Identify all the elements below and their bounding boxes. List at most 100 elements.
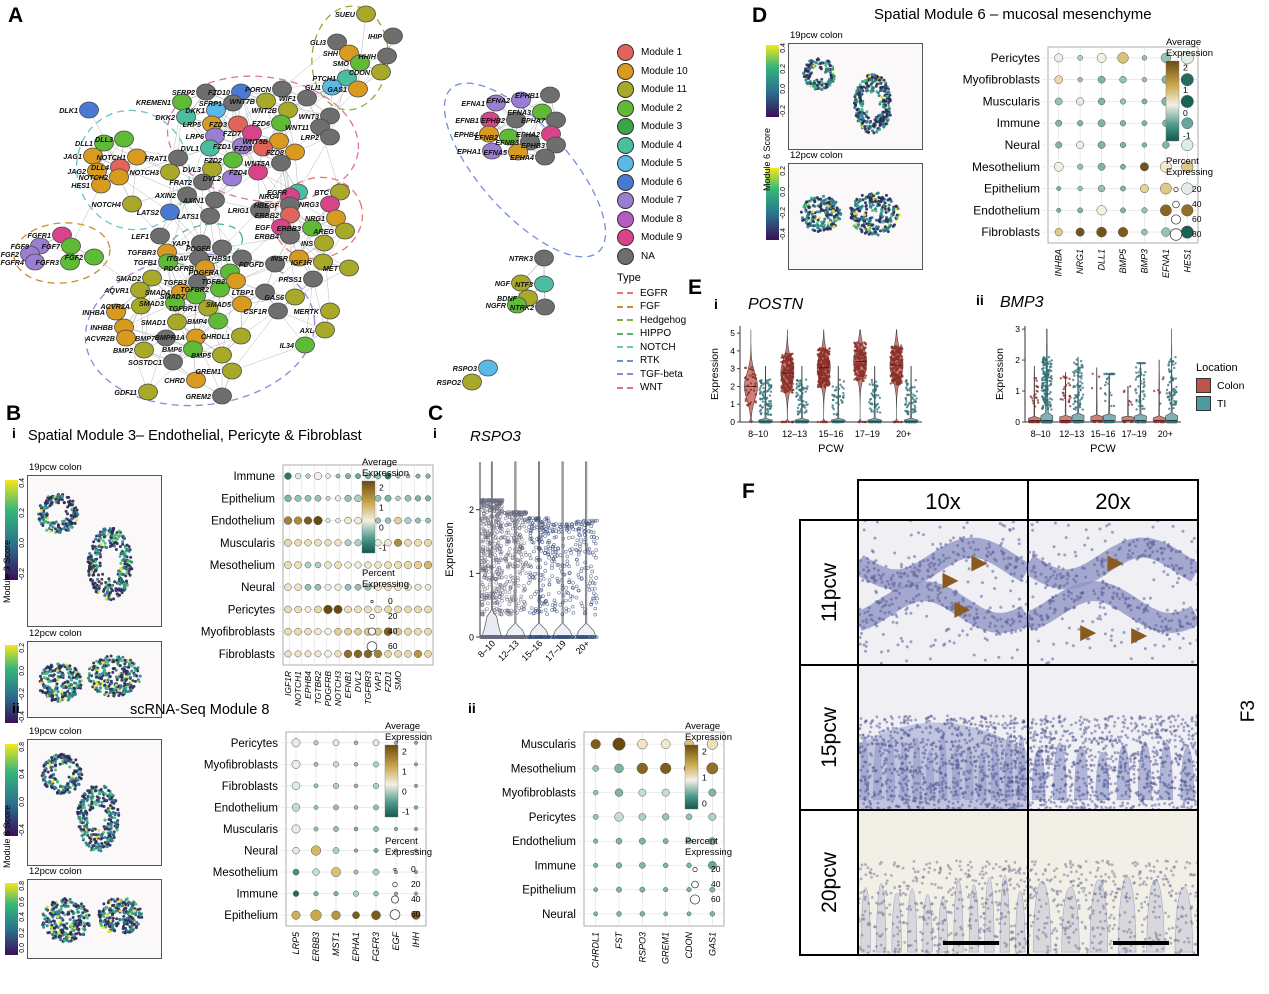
panel-b-ii-spatial-top-label: 19pcw colon [29,726,82,737]
svg-text:GREM1: GREM1 [195,367,221,376]
svg-text:IGF1R: IGF1R [291,258,313,267]
module-legend-item: Module 9 [617,229,737,246]
colorbar-tick: 0.2 [780,166,787,176]
panel-e-i-gene: POSTN [748,296,804,313]
svg-text:EFNB1: EFNB1 [455,116,479,125]
svg-text:2: 2 [702,747,707,757]
percent-legend-item: 60 [685,892,785,907]
panel-d-scales: Average Expression 2 1 0 -1 Percent Express… [1165,37,1266,242]
svg-text:SMO: SMO [333,59,350,68]
module-color-swatch [617,210,634,228]
module-legend-item: NA [617,247,737,265]
svg-text:Mesothelium: Mesothelium [511,763,576,775]
svg-text:CHRDL1: CHRDL1 [201,332,230,341]
module-legend-item: Module 5 [617,155,737,172]
svg-text:LRP5: LRP5 [291,931,301,955]
svg-text:TGFB3: TGFB3 [163,278,187,287]
svg-text:DVL3: DVL3 [183,165,201,174]
location-color-swatch [1196,378,1211,393]
svg-text:GAS1: GAS1 [707,932,717,956]
svg-text:NTRK3: NTRK3 [509,254,533,263]
svg-text:Endothelium: Endothelium [214,802,278,814]
type-dash-swatch [617,373,633,375]
percent-legend-circle [690,894,700,904]
svg-text:CSF1R: CSF1R [243,307,267,316]
svg-text:ERBB3: ERBB3 [311,932,321,962]
svg-text:SMO: SMO [393,671,403,691]
percent-legend-circle [370,599,374,603]
panel-b-ii-colorbar-bottom-ticks: 0.8 0.6 0.4 0.2 0.0 [19,881,41,957]
colorbar-tick: 0.0 [19,796,26,807]
colorbar-tick: 0.2 [19,508,26,518]
svg-text:2: 2 [402,747,407,757]
colorbar-tick: 0.2 [19,643,26,653]
module-legend-item: Module 1 [617,44,737,61]
type-legend-item: Hedgehog [617,315,737,326]
svg-text:SFRP1: SFRP1 [199,99,222,108]
svg-text:BDNF: BDNF [497,294,518,303]
panel-b-ii-pct-title: Percent Expressing [385,836,432,858]
panel-e-legend-title: Location [1196,362,1238,374]
svg-text:FZD1: FZD1 [213,142,231,151]
svg-text:MET: MET [323,264,339,273]
panel-b-i-scales: Average Expression 2 1 0 -1 Percent Express… [361,457,462,654]
svg-text:1: 1 [402,767,407,777]
module-legend-label: Module 7 [641,195,683,206]
svg-text:IL34: IL34 [280,341,294,350]
type-legend-item: RTK [617,355,737,366]
type-legend-item: WNT [617,382,737,393]
percent-legend-label: 40 [1192,199,1202,209]
panel-a-legend: Module 1 Module 10 Module 11 Module 2 Module… [617,44,737,396]
svg-text:PDGFD: PDGFD [239,260,264,269]
svg-text:Pericytes: Pericytes [228,604,276,616]
panel-b-i-sub: i [12,425,16,441]
svg-text:NOTCH3: NOTCH3 [129,168,159,177]
panel-d-spatial-top [788,43,923,150]
panel-b-ii-colorbar-top-ticks: 0.8 0.4 0.0 -0.4 [19,742,41,838]
svg-text:Immune: Immune [236,889,278,901]
module-legend-label: Module 9 [641,232,683,243]
svg-text:SMAD7: SMAD7 [160,292,186,301]
type-dash-swatch [617,292,633,294]
panel-a-network: SUEU IHIP GLI3 SHH HHIH SMO CDON PTCH1 GLI1 GAS1 S… [0,0,610,410]
percent-legend-label: 40 [411,894,421,904]
svg-text:DKK1: DKK1 [185,106,205,115]
module-legend-item: Module 7 [617,192,737,209]
percent-legend-circle [1169,227,1183,241]
svg-text:FZD10: FZD10 [208,88,230,97]
panel-c-i-violin: 0 1 2 Expression 8–10 12–13 15–16 17–19 20+ [440,450,608,670]
svg-text:Immune: Immune [233,471,275,483]
module-color-swatch [617,118,634,135]
svg-text:PDGFRB: PDGFRB [164,264,194,273]
svg-text:BMP7: BMP7 [135,334,156,343]
svg-text:AXIN1: AXIN1 [182,196,204,205]
percent-legend-label: 60 [388,641,398,651]
panel-b-i-colorbar-top [5,480,39,580]
colorbar-tick: -0.2 [780,207,787,220]
percent-legend-circle [389,908,401,920]
svg-text:NOTCH2: NOTCH2 [78,173,108,182]
module-legend-item: Module 3 [617,118,737,135]
panel-b-ii-spatial-bottom [27,879,162,959]
type-legend-label: HIPPO [640,328,672,339]
svg-text:PRSS1: PRSS1 [278,275,302,284]
svg-text:RSPO3: RSPO3 [453,364,477,373]
svg-text:JAG2: JAG2 [67,167,86,176]
module-legend-item: Module 4 [617,136,737,154]
svg-text:0: 0 [702,799,707,809]
svg-text:INS: INS [301,239,313,248]
panel-b-ii-scales: Average Expression 2 1 0 -1 Percent Express… [384,721,485,922]
panel-e-letter: E [688,276,703,299]
colorbar-tick: 0.0 [780,84,787,95]
percent-legend-label: 20 [388,611,398,621]
svg-text:EFNB1: EFNB1 [343,671,353,699]
svg-text:DLL4: DLL4 [91,163,109,172]
svg-text:EGF: EGF [255,223,270,232]
type-legend-item: FGF [617,301,737,312]
type-dash-swatch [617,346,633,348]
colorbar-tick: 0.6 [19,896,26,907]
module-legend-label: Module 8 [641,213,683,225]
percent-legend-item: 60 [1166,212,1266,227]
type-legend-label: EGFR [640,287,668,299]
panel-e-i-violin: 0 1 2 3 4 5 Expression PCW 8–10 12–13 15–16 17–19 20… [700,318,932,455]
